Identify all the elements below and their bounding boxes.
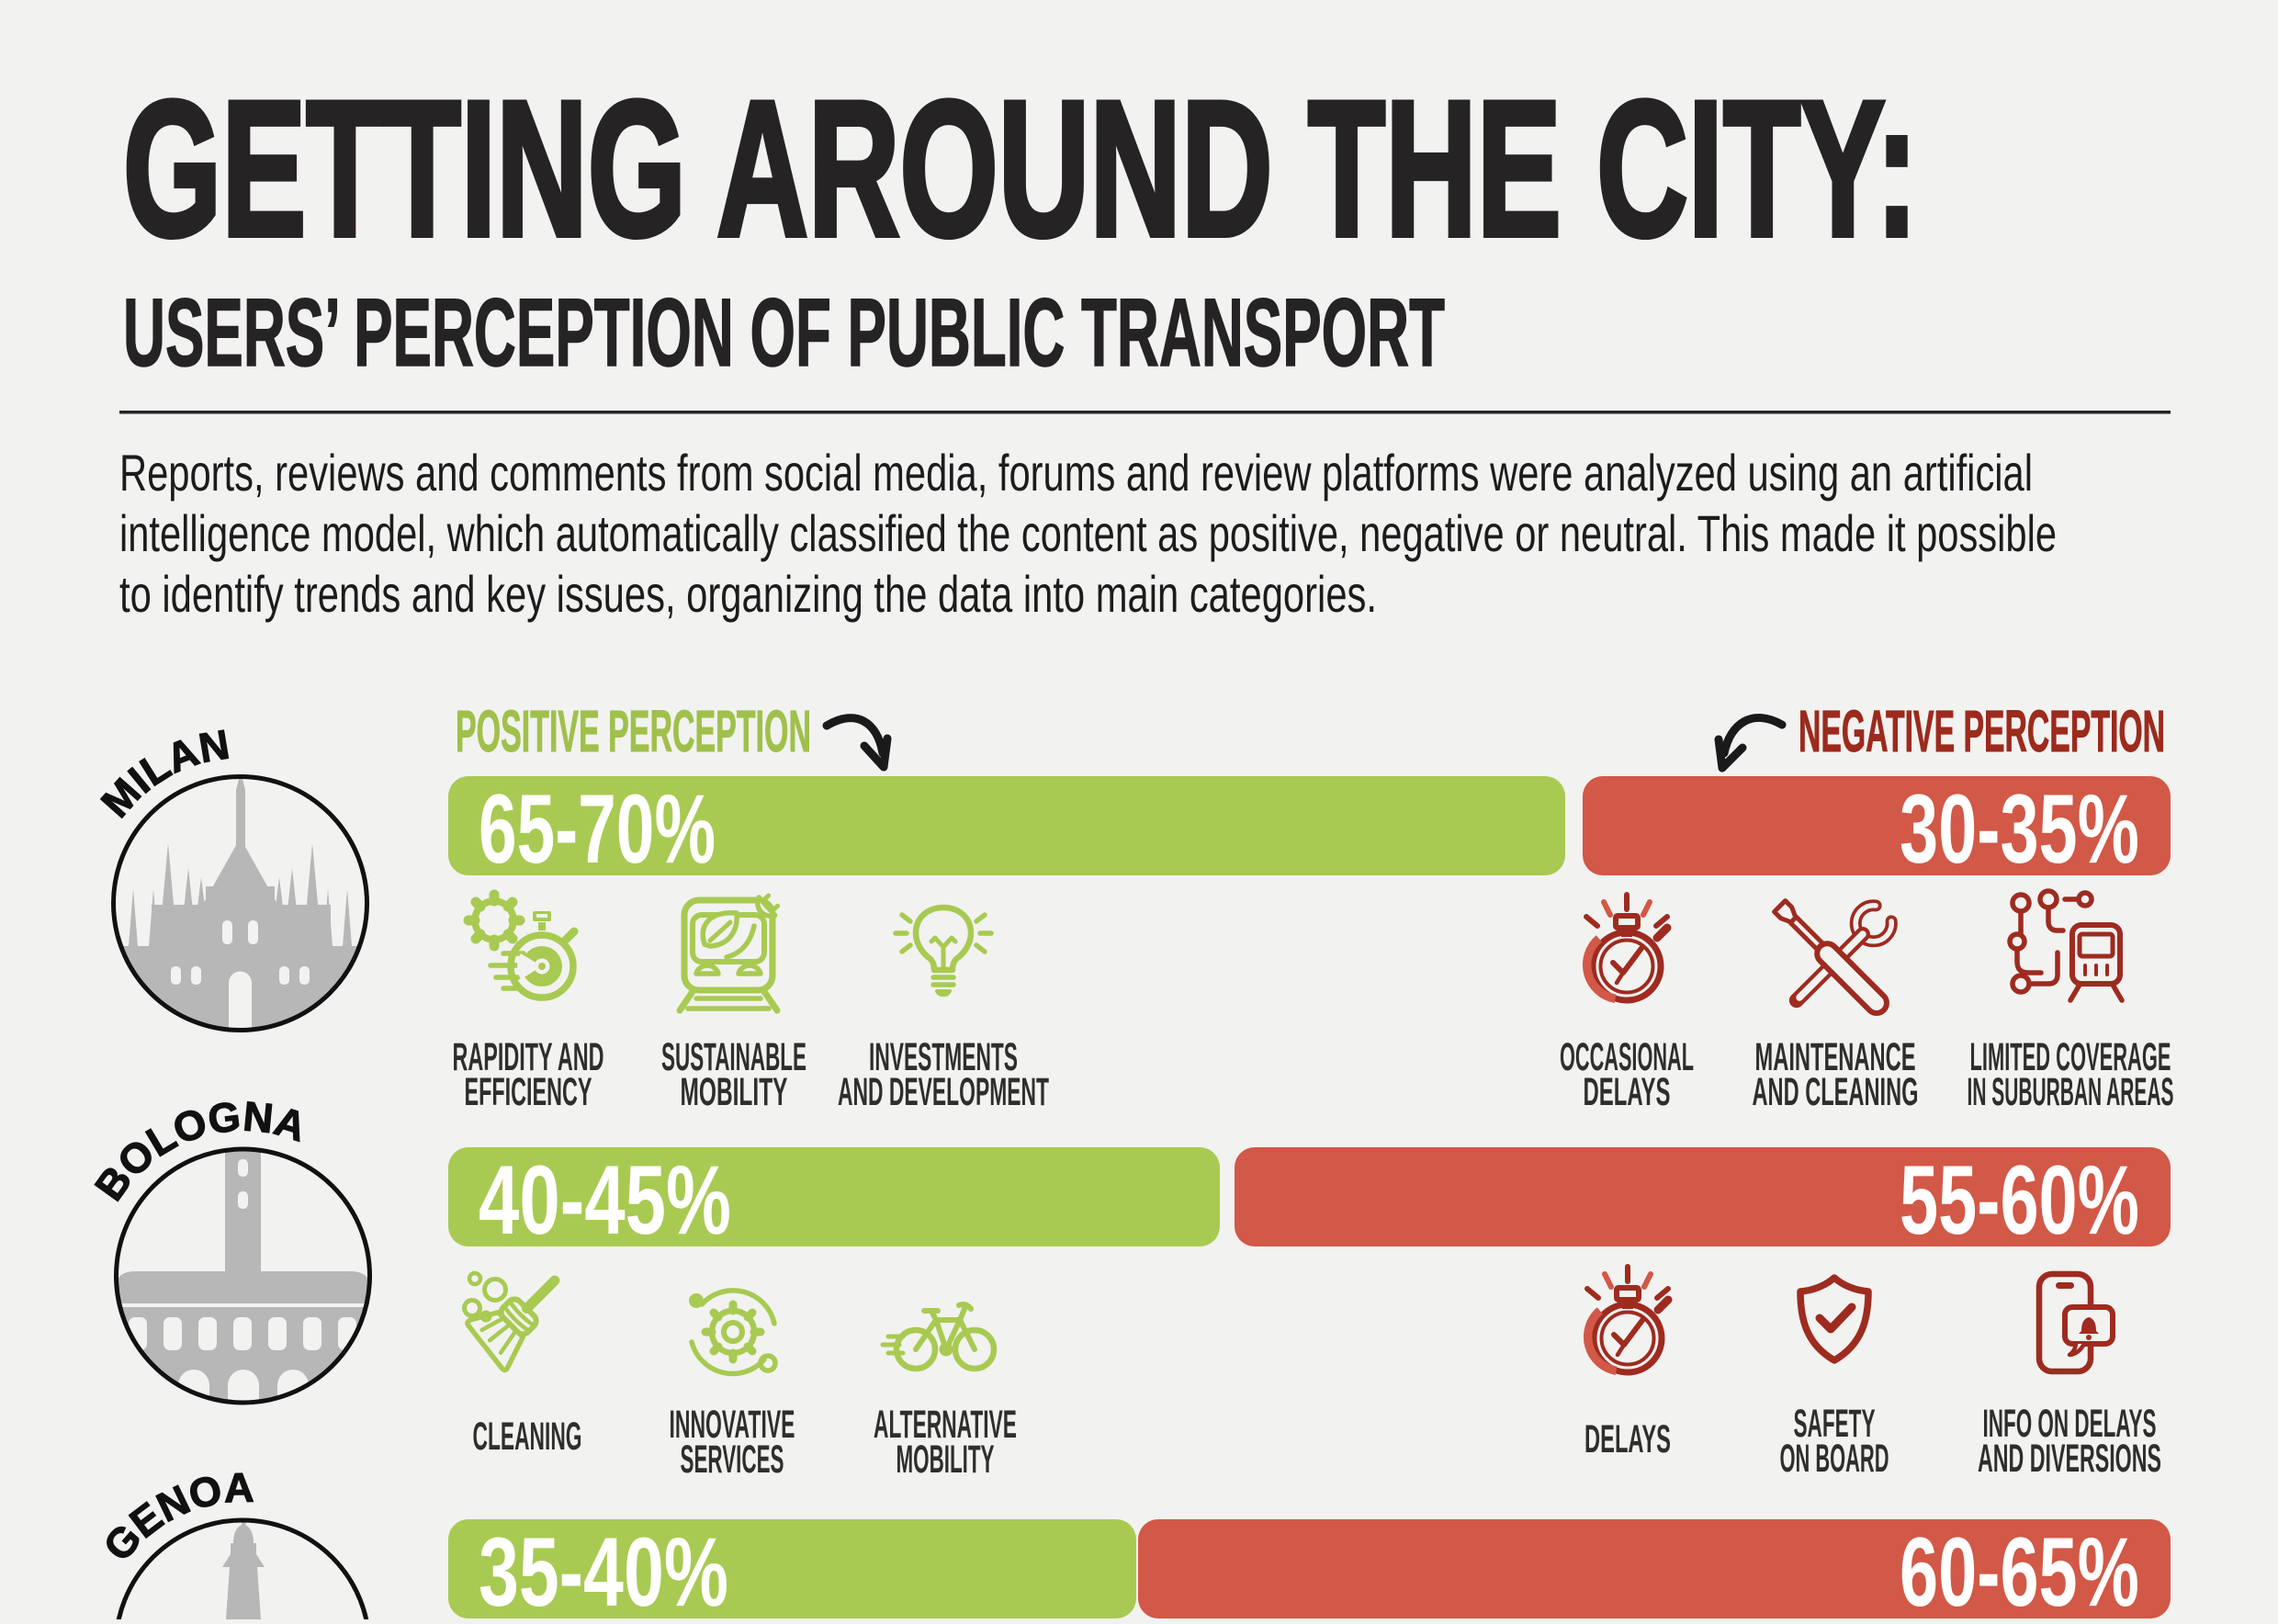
svg-text:DELAYS: DELAYS (1584, 1070, 1671, 1114)
svg-text:40-45%: 40-45% (479, 1145, 731, 1255)
svg-text:OCCASIONAL: OCCASIONAL (1560, 1035, 1694, 1079)
svg-text:ALTERNATIVE: ALTERNATIVE (874, 1403, 1017, 1447)
svg-text:EFFICIENCY: EFFICIENCY (465, 1070, 592, 1114)
svg-text:55-60%: 55-60% (1900, 1145, 2139, 1255)
svg-text:MILAN: MILAN (92, 721, 232, 827)
svg-text:NEGATIVE PERCEPTION: NEGATIVE PERCEPTION (1799, 698, 2165, 764)
svg-text:INVESTMENTS: INVESTMENTS (869, 1035, 1018, 1079)
svg-text:GENOA: GENOA (94, 1464, 254, 1570)
svg-text:to identify trends and key iss: to identify trends and key issues, organ… (119, 565, 1377, 623)
svg-text:SAFETY: SAFETY (1794, 1402, 1876, 1446)
svg-text:CLEANING: CLEANING (473, 1415, 582, 1459)
svg-text:INFO ON DELAYS: INFO ON DELAYS (1983, 1402, 2157, 1446)
svg-text:RAPIDITY AND: RAPIDITY AND (453, 1035, 604, 1079)
svg-text:AND CLEANING: AND CLEANING (1753, 1070, 1919, 1114)
svg-text:AND DEVELOPMENT: AND DEVELOPMENT (838, 1070, 1049, 1114)
svg-text:MOBILITY: MOBILITY (681, 1070, 788, 1114)
svg-text:IN SUBURBAN AREAS: IN SUBURBAN AREAS (1968, 1070, 2174, 1114)
svg-text:ON BOARD: ON BOARD (1780, 1437, 1889, 1481)
svg-text:BOLOGNA: BOLOGNA (85, 1092, 311, 1209)
svg-text:GETTING AROUND THE CITY:: GETTING AROUND THE CITY: (123, 61, 1918, 276)
svg-text:35-40%: 35-40% (479, 1517, 728, 1619)
svg-text:30-35%: 30-35% (1900, 773, 2139, 884)
svg-text:MAINTENANCE: MAINTENANCE (1755, 1035, 1916, 1079)
svg-text:Reports, reviews and comments: Reports, reviews and comments from socia… (119, 444, 2033, 502)
svg-text:intelligence model, which auto: intelligence model, which automatically … (119, 504, 2057, 562)
svg-text:MOBILITY: MOBILITY (897, 1438, 995, 1482)
svg-text:SUSTAINABLE: SUSTAINABLE (661, 1035, 806, 1079)
svg-text:DELAYS: DELAYS (1584, 1417, 1671, 1461)
svg-text:POSITIVE PERCEPTION: POSITIVE PERCEPTION (456, 698, 811, 764)
svg-text:SERVICES: SERVICES (681, 1438, 784, 1482)
svg-text:65-70%: 65-70% (479, 773, 716, 884)
svg-text:AND DIVERSIONS: AND DIVERSIONS (1978, 1437, 2161, 1481)
svg-text:60-65%: 60-65% (1900, 1517, 2139, 1619)
svg-text:LIMITED COVERAGE: LIMITED COVERAGE (1970, 1035, 2171, 1079)
svg-text:USERS’ PERCEPTION OF PUBLIC TR: USERS’ PERCEPTION OF PUBLIC TRANSPORT (123, 279, 1445, 387)
svg-text:INNOVATIVE: INNOVATIVE (670, 1403, 795, 1447)
